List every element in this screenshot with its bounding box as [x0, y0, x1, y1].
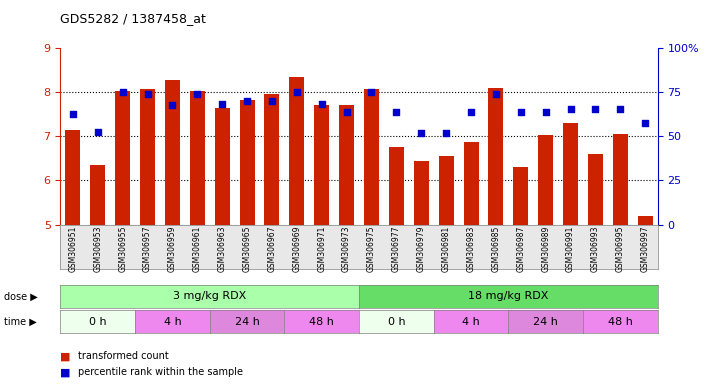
Point	[614, 106, 626, 112]
Point	[266, 98, 277, 104]
Bar	[190, 91, 205, 225]
Text: GSM306957: GSM306957	[143, 225, 152, 272]
Text: GSM306951: GSM306951	[68, 225, 77, 272]
Text: GSM306965: GSM306965	[242, 225, 252, 272]
Text: GSM306959: GSM306959	[168, 225, 177, 272]
Text: ■: ■	[60, 367, 71, 377]
Point	[67, 111, 78, 118]
Text: dose ▶: dose ▶	[4, 291, 37, 301]
Text: GSM306975: GSM306975	[367, 225, 376, 272]
Point	[166, 101, 178, 108]
Bar	[339, 104, 354, 225]
Bar	[464, 142, 479, 225]
Point	[216, 101, 228, 107]
Text: 3 mg/kg RDX: 3 mg/kg RDX	[173, 291, 247, 301]
Bar	[240, 100, 255, 225]
Text: GSM306961: GSM306961	[193, 225, 202, 272]
Point	[117, 89, 128, 95]
Text: GSM306963: GSM306963	[218, 225, 227, 272]
Bar	[165, 80, 180, 225]
Text: GSM306985: GSM306985	[491, 225, 501, 272]
Bar	[264, 94, 279, 225]
Point	[92, 129, 104, 135]
Point	[440, 130, 452, 136]
Point	[191, 91, 203, 98]
Text: GSM306977: GSM306977	[392, 225, 401, 272]
Bar	[65, 130, 80, 225]
Bar	[638, 216, 653, 225]
Text: GSM306973: GSM306973	[342, 225, 351, 272]
Bar	[513, 167, 528, 225]
Text: GSM306971: GSM306971	[317, 225, 326, 272]
Text: time ▶: time ▶	[4, 317, 36, 327]
Text: GSM306967: GSM306967	[267, 225, 277, 272]
Text: percentile rank within the sample: percentile rank within the sample	[78, 367, 243, 377]
Point	[341, 109, 352, 115]
Text: GSM306991: GSM306991	[566, 225, 575, 272]
Bar	[613, 134, 628, 225]
Bar	[414, 161, 429, 225]
Point	[391, 109, 402, 115]
Point	[639, 120, 651, 126]
Text: 24 h: 24 h	[235, 317, 260, 327]
Bar	[140, 89, 155, 225]
Point	[565, 106, 576, 112]
Point	[292, 89, 303, 95]
Bar	[215, 108, 230, 225]
Text: 4 h: 4 h	[164, 317, 181, 327]
Bar	[488, 88, 503, 225]
Text: GSM306981: GSM306981	[442, 225, 451, 272]
Text: GSM306995: GSM306995	[616, 225, 625, 272]
Point	[490, 91, 501, 98]
Point	[465, 109, 476, 115]
Point	[415, 130, 427, 136]
Text: GSM306993: GSM306993	[591, 225, 600, 272]
Bar	[439, 156, 454, 225]
Bar	[538, 136, 553, 225]
Text: GSM306955: GSM306955	[118, 225, 127, 272]
Bar	[314, 104, 329, 225]
Text: 0 h: 0 h	[89, 317, 107, 327]
Bar	[588, 154, 603, 225]
Point	[316, 101, 327, 107]
Point	[515, 109, 526, 115]
Text: 48 h: 48 h	[608, 317, 633, 327]
Text: GSM306983: GSM306983	[466, 225, 476, 272]
Bar	[389, 147, 404, 225]
Bar	[563, 123, 578, 225]
Text: transformed count: transformed count	[78, 351, 169, 361]
Text: ■: ■	[60, 351, 71, 361]
Text: GSM306997: GSM306997	[641, 225, 650, 272]
Bar	[90, 165, 105, 225]
Bar	[115, 91, 130, 225]
Bar	[364, 89, 379, 225]
Text: 0 h: 0 h	[387, 317, 405, 327]
Text: GDS5282 / 1387458_at: GDS5282 / 1387458_at	[60, 12, 206, 25]
Point	[589, 106, 601, 112]
Text: 48 h: 48 h	[309, 317, 334, 327]
Text: GSM306953: GSM306953	[93, 225, 102, 272]
Bar	[289, 77, 304, 225]
Text: GSM306969: GSM306969	[292, 225, 301, 272]
Text: 18 mg/kg RDX: 18 mg/kg RDX	[468, 291, 549, 301]
Point	[141, 91, 154, 98]
Text: GSM306987: GSM306987	[516, 225, 525, 272]
Text: GSM306979: GSM306979	[417, 225, 426, 272]
Text: GSM306989: GSM306989	[541, 225, 550, 272]
Text: 24 h: 24 h	[533, 317, 558, 327]
Text: 4 h: 4 h	[462, 317, 480, 327]
Point	[540, 109, 551, 115]
Point	[365, 89, 377, 95]
Point	[241, 98, 253, 104]
